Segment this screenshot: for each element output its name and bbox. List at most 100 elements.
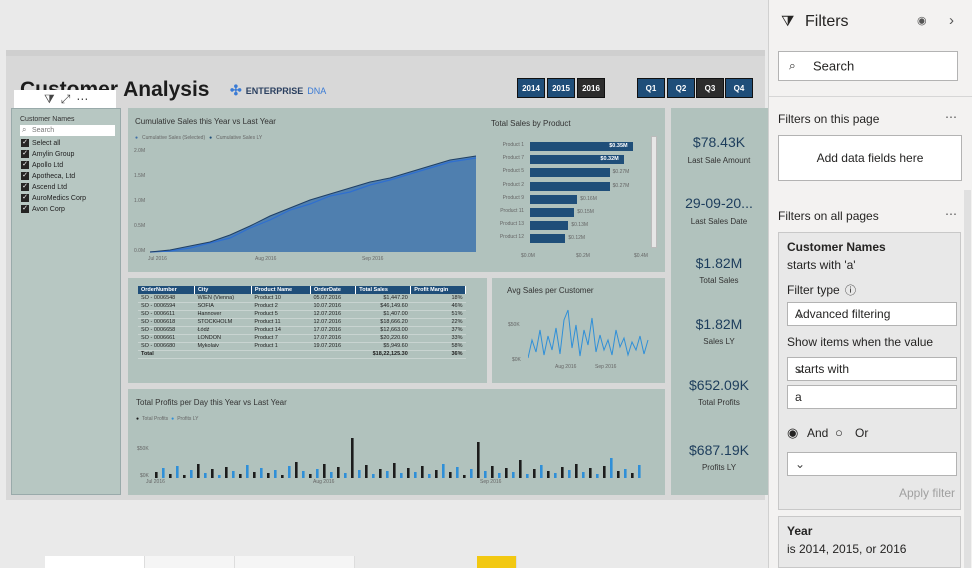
product-bar[interactable] [530,221,569,231]
profit-column[interactable] [288,466,291,478]
profit-column[interactable] [253,472,256,478]
profit-column[interactable] [540,465,543,478]
profit-column[interactable] [372,474,375,478]
profit-column[interactable] [162,468,165,478]
column-header[interactable]: Product Name [251,286,312,294]
info-icon[interactable]: ⓘ [845,285,856,297]
column-header[interactable]: City [194,286,252,294]
condition-dropdown[interactable]: starts with ⌄ [787,357,957,381]
profit-column[interactable] [547,471,550,478]
profit-column[interactable] [568,470,571,478]
filter-icon[interactable]: ⧩ [44,91,55,106]
profit-column[interactable] [274,470,277,478]
profit-column[interactable] [183,475,186,478]
year-button-2016[interactable]: 2016 [577,78,605,98]
profit-column[interactable] [463,475,466,478]
more-options-icon[interactable]: ⋯ [945,207,957,221]
profit-column[interactable] [225,467,228,478]
profit-column[interactable] [204,473,207,478]
profit-column[interactable] [596,474,599,478]
radio-and-selected-icon[interactable]: ◉ [787,425,799,440]
profit-column[interactable] [239,474,242,478]
profit-column[interactable] [218,475,221,478]
page-tab[interactable] [145,556,235,568]
product-bar[interactable] [530,181,610,191]
table-row[interactable]: SO - 0006594 SOFIA Product 2 10.07.2016 $46,… [138,302,466,311]
profit-column[interactable] [491,466,494,478]
column-header[interactable]: OrderNumber [138,286,195,294]
profit-column[interactable] [519,460,522,478]
slicer-item[interactable]: ✓ Ascend Ltd [21,183,67,191]
profit-column[interactable] [505,468,508,478]
slicer-item[interactable]: ✓ Amylin Group [21,150,74,158]
profit-column[interactable] [624,469,627,478]
profit-column[interactable] [610,458,613,478]
profit-column[interactable] [337,467,340,478]
product-bar[interactable] [530,155,625,165]
profit-column[interactable] [323,464,326,478]
focus-mode-icon[interactable]: ⤢ [60,91,71,106]
eye-icon[interactable]: ◉ [917,15,927,27]
filter-type-dropdown[interactable]: Advanced filtering ⌄ [787,302,957,326]
table-row[interactable]: SO - 0006611 Hannover Product 5 12.07.2016 $… [138,310,466,319]
column-header[interactable]: Profit Margin [410,286,466,294]
filters-search-input[interactable]: ⌕ Search [778,51,958,81]
profit-column[interactable] [603,466,606,478]
radio-or-icon[interactable]: ○ [835,425,843,440]
profit-column[interactable] [561,467,564,478]
profit-column[interactable] [267,473,270,478]
table-row[interactable]: SO - 0006548 WIEN (Vienna) Product 10 05.07… [138,294,466,303]
product-bar[interactable] [530,194,578,204]
slicer-item[interactable]: ✓ Select all [21,139,60,147]
profit-column[interactable] [176,466,179,478]
chart-scrollbar[interactable] [651,136,657,248]
profit-column[interactable] [316,469,319,478]
more-options-icon[interactable]: ⋯ [76,92,89,106]
profit-column[interactable] [330,472,333,478]
column-header[interactable]: Total Sales [355,286,412,294]
table-row[interactable]: SO - 0006618 STOCKHOLM Product 11 12.07.201… [138,318,466,327]
profit-column[interactable] [169,474,172,478]
profit-column[interactable] [309,474,312,478]
profit-column[interactable] [477,442,480,478]
condition-value-input[interactable]: a [787,385,957,409]
slicer-item[interactable]: ✓ Apotheca, Ltd [21,172,75,180]
profit-column[interactable] [400,473,403,478]
column-header[interactable]: OrderDate [310,286,357,294]
profit-column[interactable] [449,472,452,478]
page-tab[interactable] [45,556,145,568]
profit-column[interactable] [358,470,361,478]
profit-column[interactable] [295,462,298,478]
profit-column[interactable] [554,473,557,478]
profit-column[interactable] [582,472,585,478]
year-button-2015[interactable]: 2015 [547,78,575,98]
profit-column[interactable] [232,471,235,478]
quarter-button-q3[interactable]: Q3 [696,78,724,98]
profit-column[interactable] [351,438,354,478]
profit-column[interactable] [526,474,529,478]
profit-column[interactable] [414,472,417,478]
profit-column[interactable] [190,470,193,478]
profit-column[interactable] [512,472,515,478]
profit-column[interactable] [435,470,438,478]
page-tab[interactable] [235,556,355,568]
table-row[interactable]: SO - 0006680 Mykolaiv Product 1 19.07.2016 $… [138,342,466,351]
profit-column[interactable] [498,473,501,478]
table-row[interactable]: SO - 0006661 LONDON Product 7 17.07.2016 $20… [138,334,466,343]
profit-column[interactable] [302,471,305,478]
profit-column[interactable] [442,464,445,478]
profit-column[interactable] [575,464,578,478]
profit-column[interactable] [281,475,284,478]
more-options-icon[interactable]: ⋯ [945,110,957,124]
quarter-button-q2[interactable]: Q2 [667,78,695,98]
profit-column[interactable] [344,473,347,478]
profit-column[interactable] [155,472,158,478]
quarter-button-q1[interactable]: Q1 [637,78,665,98]
profit-column[interactable] [379,469,382,478]
profit-column[interactable] [617,471,620,478]
second-condition-dropdown[interactable]: ⌄ [787,452,957,476]
profit-column[interactable] [428,474,431,478]
add-page-tab[interactable] [477,556,517,568]
profit-column[interactable] [197,464,200,478]
quarter-button-q4[interactable]: Q4 [725,78,753,98]
